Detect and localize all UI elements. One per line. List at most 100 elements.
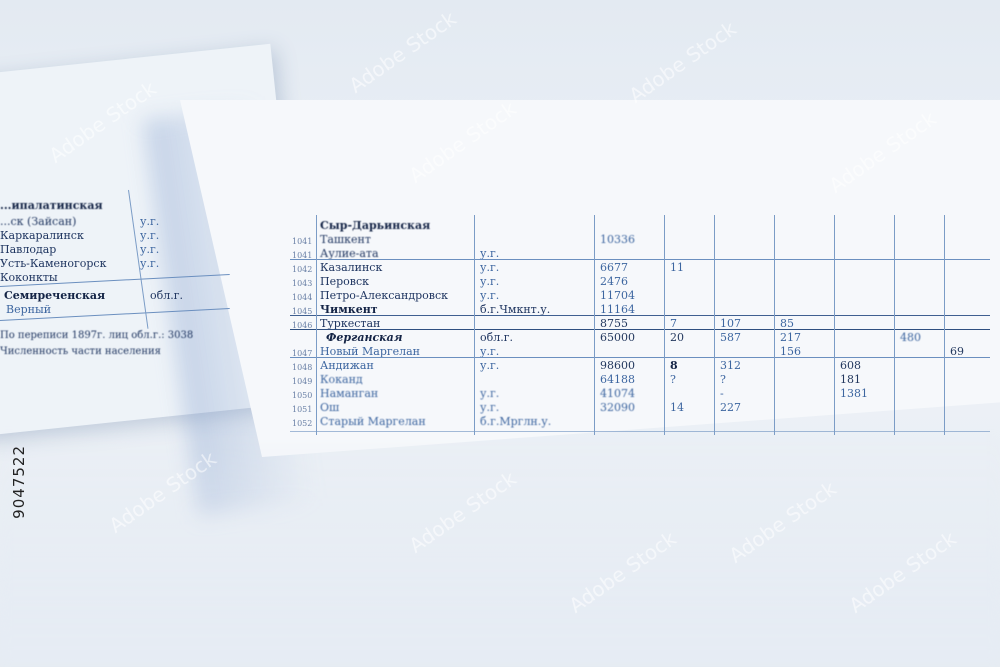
row-number: 1047 xyxy=(292,349,313,358)
cell: ? xyxy=(670,373,676,386)
cell: 11704 xyxy=(600,289,635,302)
blurred-documents-foreground xyxy=(0,430,1000,660)
cell: у.г. xyxy=(480,401,500,414)
cell: 11164 xyxy=(600,303,635,316)
cell: 312 xyxy=(720,359,741,372)
footnote: Численность части населения xyxy=(0,346,161,357)
cell: 480 xyxy=(900,331,921,344)
row-name: Наманган xyxy=(320,387,379,400)
row-label: Верный xyxy=(6,303,52,316)
cell: 64188 xyxy=(600,373,635,386)
row-number: 1045 xyxy=(292,307,313,316)
cell: у.г. xyxy=(480,289,500,302)
row-name: Петро-Александровск xyxy=(320,289,448,302)
row-name: Андижан xyxy=(320,359,374,372)
row-name: Ташкент xyxy=(320,233,371,246)
row-number: 1051 xyxy=(292,405,313,414)
row-number: 1048 xyxy=(292,363,313,372)
row-label: ...ипалатинская xyxy=(0,199,103,212)
row-name: Туркестан xyxy=(320,317,381,330)
region-label: Ферганская xyxy=(326,331,403,344)
region-label: Семиреченская xyxy=(4,289,106,302)
row-number: 1049 xyxy=(292,377,313,386)
row-number: 1050 xyxy=(292,391,313,400)
row-number: 1046 xyxy=(292,321,313,330)
cell: у.г. xyxy=(480,387,500,400)
row-number: 1052 xyxy=(292,419,313,428)
cell: б.г.Чмкнт.у. xyxy=(480,303,551,316)
row-label: Усть-Каменогорск xyxy=(0,257,107,270)
cell: обл.г. xyxy=(150,289,183,302)
cell: у.г. xyxy=(140,229,160,242)
cell: 217 xyxy=(780,331,801,344)
cell: у.г. xyxy=(480,247,500,260)
cell: 20 xyxy=(670,331,684,344)
table-rule xyxy=(290,315,990,316)
cell: у.г. xyxy=(140,257,160,270)
row-number: 1041 xyxy=(292,251,313,260)
row-name: Коканд xyxy=(320,373,363,386)
row-number: 1041 xyxy=(292,237,313,246)
cell: 156 xyxy=(780,345,801,358)
cell: б.г.Мрглн.у. xyxy=(480,415,552,428)
cell: 10336 xyxy=(600,233,635,246)
row-name: Чимкент xyxy=(320,303,378,316)
cell: - xyxy=(720,387,724,400)
cell: 181 xyxy=(840,373,861,386)
watermark: Adobe Stock xyxy=(624,16,741,108)
cell: у.г. xyxy=(480,275,500,288)
cell: 587 xyxy=(720,331,741,344)
cell: 98600 xyxy=(600,359,635,372)
table-rule xyxy=(774,215,775,435)
table-rule xyxy=(834,215,835,435)
table-rule xyxy=(290,259,990,260)
cell: 85 xyxy=(780,317,794,330)
row-label: Каркаралинск xyxy=(0,229,84,242)
cell: 8 xyxy=(670,359,678,372)
table-rule xyxy=(714,215,715,435)
table-rule xyxy=(594,215,595,435)
table-rule xyxy=(664,215,665,435)
cell: 41074 xyxy=(600,387,635,400)
row-name: Ош xyxy=(320,401,340,414)
cell: 32090 xyxy=(600,401,635,414)
cell: 69 xyxy=(950,345,964,358)
cell: 11 xyxy=(670,261,684,274)
row-name: Аулие-ата xyxy=(320,247,379,260)
row-number: 1044 xyxy=(292,293,313,302)
cell: у.г. xyxy=(480,261,500,274)
table-rule xyxy=(290,329,990,330)
cell: у.г. xyxy=(140,243,160,256)
row-name: Казалинск xyxy=(320,261,383,274)
table-rule xyxy=(944,215,945,435)
cell: 2476 xyxy=(600,275,628,288)
region-label: Сыр-Дарьинская xyxy=(320,219,431,232)
cell: у.г. xyxy=(480,359,500,372)
row-label: Павлодар xyxy=(0,243,57,256)
table-rule xyxy=(474,215,475,435)
stock-id: 9047522 xyxy=(10,445,28,519)
table-rule xyxy=(316,215,317,435)
cell: 7 xyxy=(670,317,677,330)
cell: 65000 xyxy=(600,331,635,344)
cell: 14 xyxy=(670,401,684,414)
table-rule xyxy=(290,357,990,358)
cell: у.г. xyxy=(140,215,160,228)
cell: 8755 xyxy=(600,317,628,330)
cell: у.г. xyxy=(480,345,500,358)
row-label: Коконкты xyxy=(0,271,58,284)
cell: 107 xyxy=(720,317,741,330)
watermark: Adobe Stock xyxy=(344,6,461,98)
cell: 6677 xyxy=(600,261,628,274)
cell: обл.г. xyxy=(480,331,513,344)
row-number: 1042 xyxy=(292,265,313,274)
row-name: Старый Маргелан xyxy=(320,415,426,428)
cell: 1381 xyxy=(840,387,868,400)
cell: ? xyxy=(720,373,726,386)
table-rule xyxy=(894,215,895,435)
cell: 227 xyxy=(720,401,741,414)
row-label: ...ск (Зайсан) xyxy=(0,215,77,228)
footnote: По переписи 1897г. лиц обл.г.: 3038 xyxy=(0,330,194,341)
row-number: 1043 xyxy=(292,279,313,288)
row-name: Перовск xyxy=(320,275,369,288)
